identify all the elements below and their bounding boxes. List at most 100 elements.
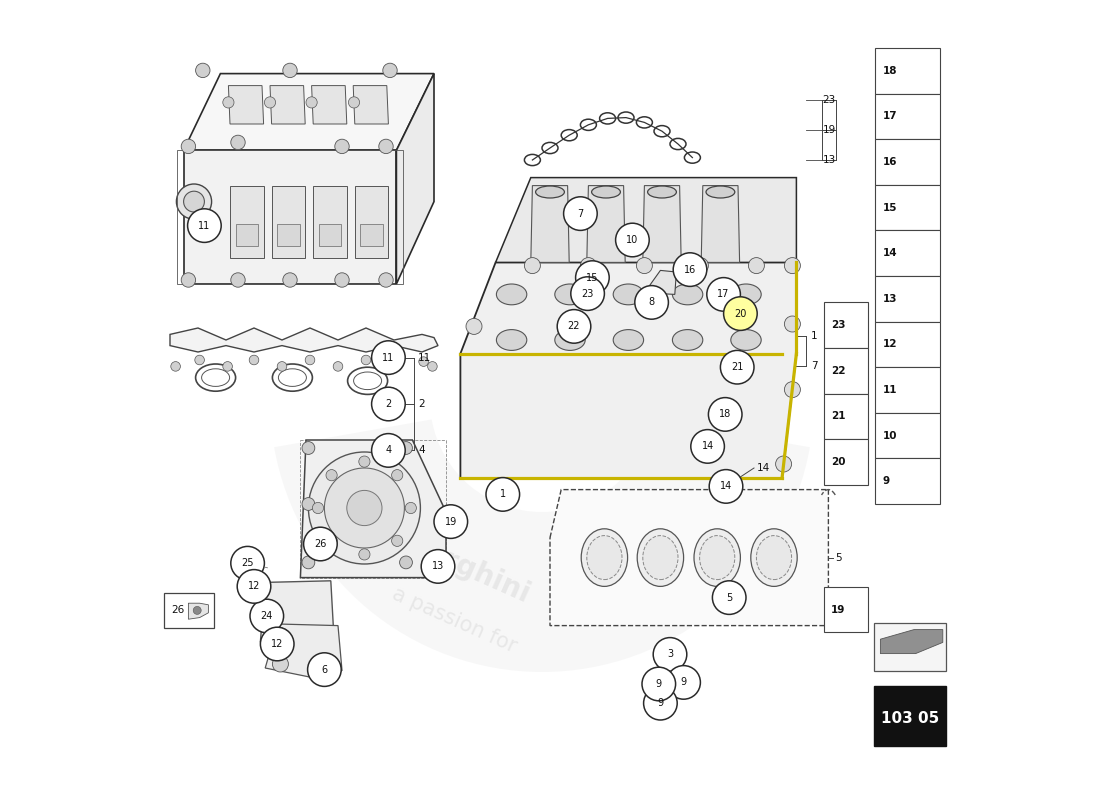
Polygon shape (701, 186, 739, 262)
Text: 25: 25 (241, 558, 254, 568)
Bar (874, 623, 946, 671)
Circle shape (182, 273, 196, 287)
Bar (164, 593, 215, 628)
Polygon shape (265, 624, 342, 680)
Text: 24: 24 (261, 611, 273, 621)
Circle shape (231, 273, 245, 287)
Circle shape (563, 197, 597, 230)
Text: 12: 12 (248, 582, 261, 591)
Text: 23: 23 (830, 320, 845, 330)
Polygon shape (170, 328, 438, 352)
Polygon shape (645, 270, 676, 294)
Ellipse shape (694, 529, 740, 586)
Polygon shape (319, 224, 341, 246)
Polygon shape (880, 630, 943, 654)
Text: 2: 2 (385, 399, 392, 409)
Bar (824, 348, 868, 394)
Ellipse shape (554, 330, 585, 350)
Text: 14: 14 (702, 442, 714, 451)
Circle shape (271, 628, 290, 647)
Circle shape (170, 362, 180, 371)
Circle shape (261, 627, 294, 661)
Circle shape (428, 362, 437, 371)
Circle shape (399, 556, 412, 569)
Text: 26: 26 (315, 539, 327, 549)
Circle shape (306, 97, 317, 108)
Polygon shape (277, 224, 299, 246)
Circle shape (184, 191, 205, 212)
Text: 11: 11 (418, 353, 431, 362)
Text: 15: 15 (586, 273, 598, 282)
Polygon shape (270, 86, 305, 124)
Polygon shape (314, 186, 346, 258)
Circle shape (399, 442, 412, 454)
Ellipse shape (536, 186, 564, 198)
Text: 7: 7 (811, 361, 817, 370)
Polygon shape (461, 262, 796, 478)
Text: 19: 19 (823, 125, 836, 134)
Circle shape (334, 273, 349, 287)
Polygon shape (496, 178, 796, 262)
Circle shape (389, 362, 399, 371)
Text: 22: 22 (830, 366, 845, 376)
Circle shape (324, 468, 405, 548)
Circle shape (277, 362, 287, 371)
Circle shape (383, 63, 397, 78)
Polygon shape (188, 603, 208, 619)
Circle shape (392, 470, 403, 481)
Text: 13: 13 (883, 294, 898, 304)
Text: © Lamborghini: © Lamborghini (309, 488, 535, 608)
Text: 13: 13 (432, 562, 444, 571)
Bar (874, 230, 940, 276)
Text: 10: 10 (626, 235, 638, 245)
Circle shape (392, 535, 403, 546)
Text: 20: 20 (830, 457, 845, 467)
Text: 14: 14 (883, 248, 898, 258)
Circle shape (372, 341, 405, 374)
Circle shape (250, 599, 284, 633)
Circle shape (713, 581, 746, 614)
Bar (874, 367, 940, 413)
Text: 9: 9 (658, 698, 663, 708)
Text: 14: 14 (719, 482, 733, 491)
Text: 12: 12 (271, 639, 284, 649)
Text: 5: 5 (835, 553, 842, 562)
Text: 22: 22 (568, 322, 581, 331)
Bar (874, 276, 940, 322)
Polygon shape (353, 86, 388, 124)
Circle shape (421, 550, 454, 583)
Circle shape (616, 223, 649, 257)
Circle shape (223, 362, 232, 371)
Text: 13: 13 (823, 155, 836, 165)
Bar (874, 48, 940, 94)
Ellipse shape (751, 529, 798, 586)
Circle shape (784, 316, 801, 332)
Circle shape (361, 355, 371, 365)
Bar (874, 322, 940, 367)
Circle shape (302, 442, 315, 454)
Polygon shape (300, 440, 446, 578)
Ellipse shape (648, 186, 676, 198)
Circle shape (231, 546, 264, 580)
Bar (824, 394, 868, 439)
Bar (874, 686, 946, 746)
Circle shape (525, 258, 540, 274)
Text: 17: 17 (717, 290, 729, 299)
Circle shape (644, 686, 678, 720)
Circle shape (486, 478, 519, 511)
Text: 23: 23 (582, 289, 594, 298)
Text: 6: 6 (321, 665, 328, 674)
Text: 8: 8 (649, 298, 654, 307)
Circle shape (283, 273, 297, 287)
Text: 3: 3 (667, 650, 673, 659)
Text: 26: 26 (170, 606, 184, 615)
Text: 2: 2 (418, 399, 425, 409)
Bar (842, 26, 948, 746)
Circle shape (720, 350, 754, 384)
Circle shape (692, 258, 708, 274)
Circle shape (273, 656, 288, 672)
Circle shape (302, 498, 315, 510)
Circle shape (372, 434, 405, 467)
Circle shape (673, 253, 707, 286)
Text: 7: 7 (578, 209, 583, 218)
